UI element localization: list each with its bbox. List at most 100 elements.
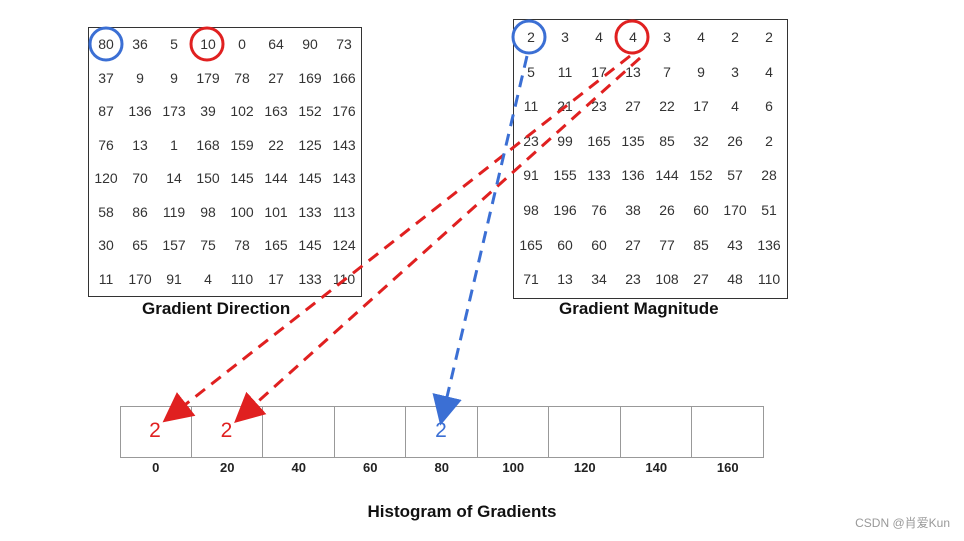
magnitude-cell: 38 (625, 202, 641, 218)
direction-cell: 150 (196, 170, 220, 186)
direction-cell: 9 (136, 69, 144, 86)
histogram-bin-label: 40 (291, 460, 306, 475)
magnitude-cell: 22 (659, 98, 675, 115)
magnitude-cell: 4 (595, 29, 603, 45)
magnitude-cell: 108 (655, 271, 679, 288)
histogram-bin (549, 406, 621, 458)
histogram-bin-label: 0 (152, 460, 160, 475)
direction-cell: 159 (230, 136, 254, 153)
magnitude-cell: 48 (727, 271, 743, 288)
histogram-bin-label: 160 (716, 460, 739, 475)
direction-cell: 30 (98, 237, 114, 253)
magnitude-cell: 165 (519, 236, 543, 253)
red-arrow-to-bin-0 (162, 54, 631, 423)
blue-arrow-to-bin-80 (432, 55, 529, 426)
magnitude-cell: 76 (591, 202, 607, 218)
magnitude-cell: 27 (625, 98, 641, 115)
gradient-magnitude-grid: 2344342251117137934112123272217462399165… (513, 19, 788, 299)
magnitude-cell: 2 (527, 29, 535, 45)
magnitude-cell: 60 (591, 236, 607, 253)
magnitude-cell: 71 (523, 271, 539, 288)
histogram-title: Histogram of Gradients (367, 502, 557, 521)
direction-cell: 70 (132, 170, 148, 186)
magnitude-cell: 165 (587, 132, 611, 149)
direction-cell: 58 (98, 203, 114, 220)
direction-cell: 65 (132, 237, 148, 253)
direction-cell: 133 (298, 270, 322, 287)
histogram-bin-label: 140 (645, 460, 668, 475)
magnitude-cell: 85 (693, 236, 709, 253)
magnitude-cell: 196 (553, 202, 577, 218)
direction-cell: 27 (268, 69, 284, 86)
direction-cell: 39 (200, 103, 216, 119)
direction-cell: 143 (332, 170, 356, 186)
magnitude-cell: 77 (659, 236, 675, 253)
direction-cell: 78 (234, 69, 250, 86)
magnitude-cell: 2 (765, 132, 773, 149)
direction-cell: 75 (200, 237, 216, 253)
direction-cell: 102 (230, 103, 254, 119)
magnitude-cell: 2 (731, 29, 739, 45)
histogram-bin-label: 20 (220, 460, 235, 475)
magnitude-cell: 9 (697, 63, 705, 80)
histogram-bin-value: 2 (435, 419, 447, 442)
magnitude-cell: 4 (697, 29, 705, 45)
magnitude-cell: 43 (727, 236, 743, 253)
histogram-bin (263, 406, 335, 458)
direction-cell: 101 (264, 203, 288, 220)
magnitude-cell: 11 (557, 63, 573, 80)
magnitude-cell: 98 (523, 202, 539, 218)
magnitude-cell: 27 (693, 271, 709, 288)
magnitude-cell: 32 (693, 132, 709, 149)
direction-cell: 145 (298, 170, 322, 186)
direction-highlight-80-circle (88, 26, 124, 62)
magnitude-cell: 60 (557, 236, 573, 253)
magnitude-highlight-2-circle (511, 19, 547, 55)
direction-cell: 87 (98, 103, 114, 119)
direction-cell: 166 (332, 69, 356, 86)
histogram-bin (334, 406, 406, 458)
direction-cell: 4 (204, 270, 212, 287)
direction-cell: 157 (162, 237, 186, 253)
gradient-direction-grid: 80 36 5 10 0 64 90 73 37 9 9 179 78 27 169 166 87 136 173 3… (88, 27, 362, 297)
direction-cell: 80 (98, 36, 114, 52)
magnitude-cell: 17 (591, 63, 607, 80)
direction-cell: 120 (94, 170, 118, 186)
direction-cell: 13 (132, 136, 148, 153)
magnitude-cell: 3 (663, 29, 671, 45)
histogram-bin-label: 120 (573, 460, 596, 475)
magnitude-cell: 4 (629, 29, 637, 45)
direction-highlight-10-circle (189, 26, 225, 62)
direction-cell: 73 (336, 36, 352, 52)
magnitude-cell: 26 (727, 132, 743, 149)
direction-cell: 163 (264, 103, 288, 119)
direction-cell: 176 (332, 103, 356, 119)
watermark: CSDN @肖爱Kun (855, 516, 950, 530)
direction-cell: 133 (298, 203, 322, 220)
magnitude-highlight-4-circle (614, 19, 650, 55)
histogram-bin-label: 100 (502, 460, 525, 475)
direction-cell: 0 (238, 36, 246, 52)
magnitude-cell: 3 (731, 63, 739, 80)
direction-cell: 113 (332, 203, 356, 220)
magnitude-cell: 135 (621, 132, 645, 149)
direction-cell: 37 (98, 69, 114, 86)
direction-cell: 119 (162, 203, 186, 220)
direction-cell: 152 (298, 103, 322, 119)
direction-cell: 110 (230, 270, 254, 287)
magnitude-cell: 60 (693, 202, 709, 218)
direction-cell: 168 (196, 136, 220, 153)
direction-cell: 169 (298, 69, 322, 86)
direction-cell: 143 (332, 136, 356, 153)
histogram-bin-value: 2 (149, 419, 161, 442)
histogram-bin-label: 60 (363, 460, 378, 475)
magnitude-cell: 34 (591, 271, 607, 288)
direction-cell: 9 (170, 69, 178, 86)
magnitude-cell: 85 (659, 132, 675, 149)
direction-cell: 179 (196, 69, 220, 86)
direction-cell: 165 (264, 237, 288, 253)
magnitude-cell: 155 (553, 167, 577, 184)
direction-cell: 173 (162, 103, 186, 119)
direction-cell: 145 (298, 237, 322, 253)
